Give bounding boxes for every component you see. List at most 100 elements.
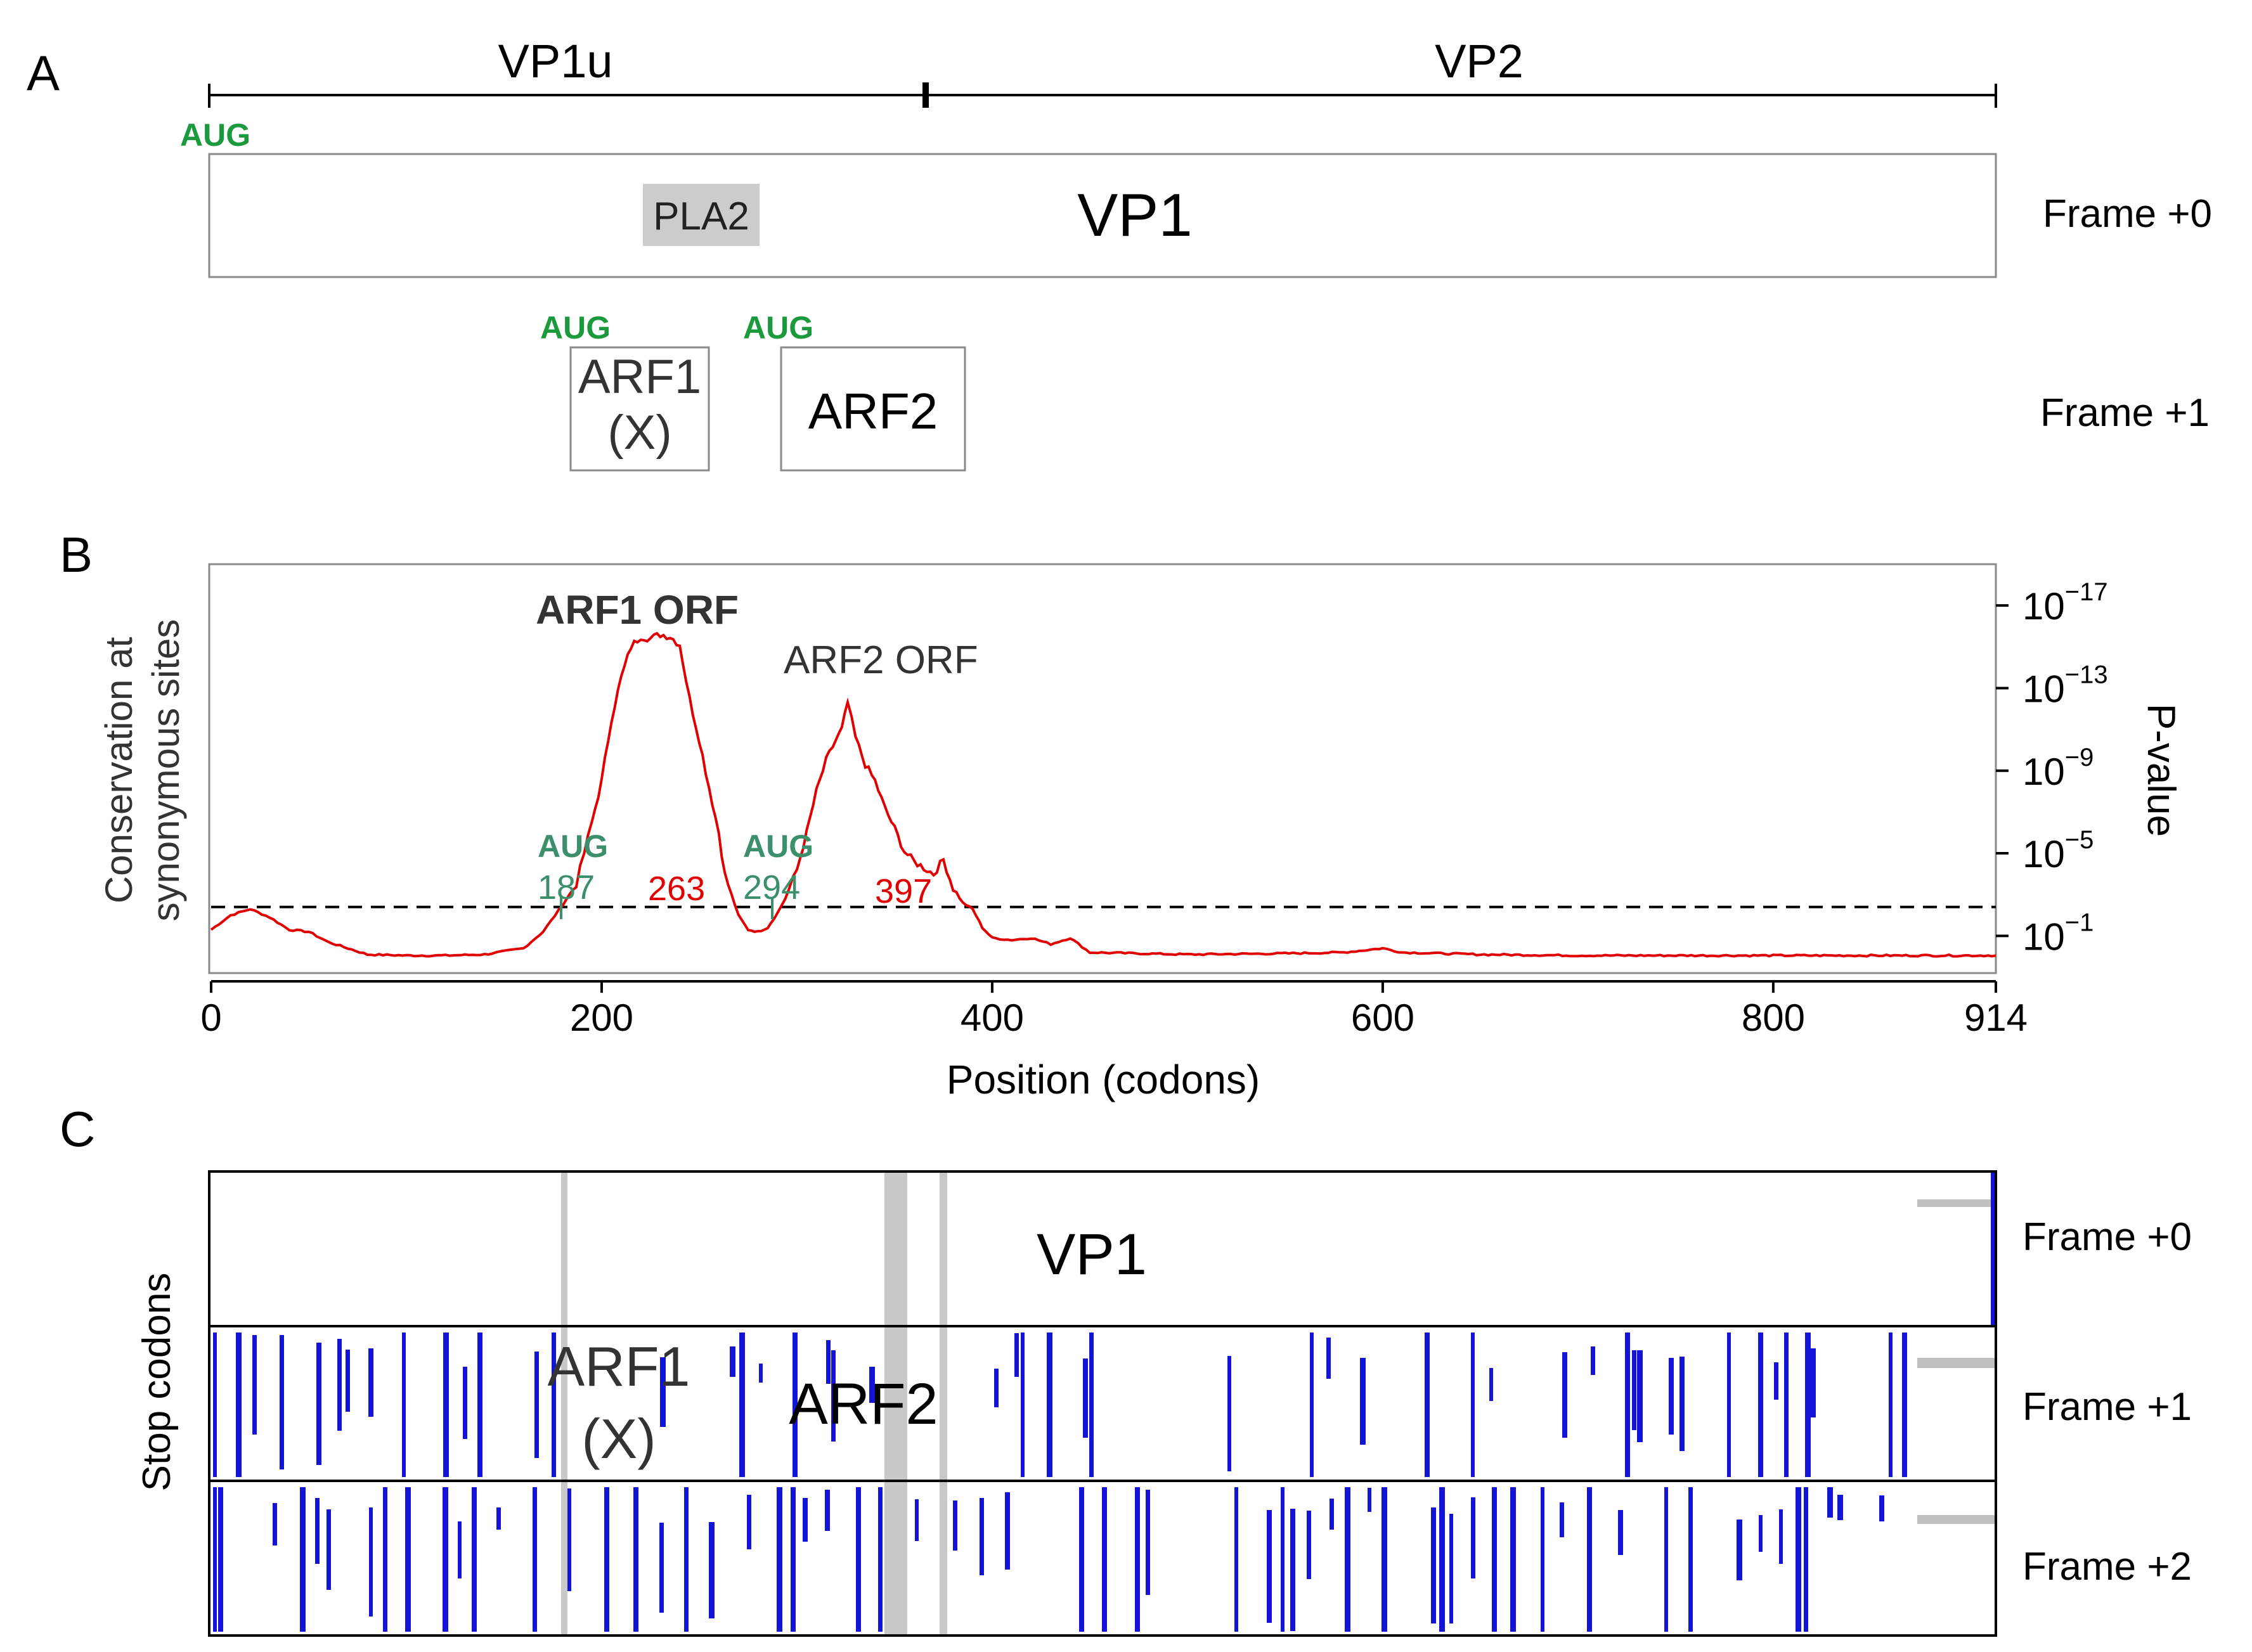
arf1-stop-position: 263 [648,870,705,908]
stop-codon-column [791,1487,796,1632]
stop-codon-column [1425,1333,1430,1477]
stop-codon-column [567,1488,571,1591]
stop-codon-column [534,1352,539,1458]
aug1-label: AUG [538,829,608,864]
stop-codon-column [869,1367,875,1403]
stop-codon-column [443,1333,449,1477]
arf1-box [569,346,710,472]
stop-codon-column [1005,1492,1010,1570]
stop-codon-column [1079,1487,1084,1632]
stop-codon-column [463,1367,467,1439]
stop-codon-column [213,1487,217,1632]
x-tick-label: 600 [1351,997,1414,1039]
x-axis-label: Position (codons) [947,1057,1260,1102]
stop-codon-column [1669,1358,1674,1435]
aug1-position: 187 [538,868,595,907]
arf2-start-codon: AUG [743,310,813,345]
arf2-stop-band [940,1171,947,1636]
stop-codon-column [1889,1333,1893,1477]
pvalue-tick-label: 10−1 [2022,908,2093,958]
stop-codon-column [1047,1333,1052,1477]
frame2-end-marker [1917,1515,1996,1524]
pla2-label: PLA2 [653,195,749,238]
stop-codon-column [1083,1358,1088,1438]
stop-codon-column [458,1521,462,1578]
stop-codon-column [1560,1502,1564,1537]
stop-codon-column [915,1499,919,1541]
stop-codon-column [1625,1333,1630,1477]
protein-ruler: VP1u VP2 [208,35,1997,108]
arf1-track-alias: (X) [581,1407,656,1470]
arf1-track-label: ARF1 [548,1335,690,1398]
stop-codon-column [684,1487,689,1632]
arf1-start-codon: AUG [540,310,611,345]
stop-codon-column [1784,1333,1789,1477]
vp1-name: VP1 [1077,181,1192,249]
stop-codon-column [1345,1487,1350,1632]
stop-codon-column [1758,1333,1763,1477]
stop-codon-column [1902,1333,1907,1477]
panel-b-label: B [60,527,93,583]
stop-codon-column [1489,1368,1493,1401]
stop-codon-column [1618,1510,1623,1555]
vp1-track-label: VP1 [1037,1222,1147,1287]
stop-codon-column [337,1339,342,1431]
stop-codon-column [213,1333,217,1477]
stop-codon-column [369,1507,373,1617]
conservation-curve [210,631,1996,958]
stop-codons-axis-label: Stop codons [135,1273,179,1492]
stop-codon-column [730,1346,735,1377]
stop-codon-column [825,1490,830,1531]
x-tick-label: 0 [200,997,221,1039]
vp1-orf-box: PLA2 VP1 [208,153,1997,278]
tracks-frame [208,1170,1997,1637]
stop-codon-column [1737,1520,1742,1580]
stop-codon-column [1330,1499,1334,1530]
plot-frame [208,563,1997,974]
stop-codon-column [1759,1515,1763,1552]
stop-codon-column [1267,1510,1272,1623]
x-tick-label: 200 [570,997,633,1039]
frame0-end-marker [1917,1199,1996,1207]
stop-codon-column [218,1487,223,1632]
arf2-orf-box: ARF2 [780,346,966,472]
stop-codon-column [747,1495,751,1549]
stop-codon-column [273,1503,277,1546]
stop-codon-column [980,1498,984,1575]
frame1-end-marker [1917,1358,1996,1368]
stop-codon-column [252,1335,257,1435]
arf1-name: ARF1 [578,350,701,404]
stop-codon-column [552,1333,556,1477]
stop-codon-column [1805,1333,1811,1477]
stop-codon-column [1431,1507,1436,1623]
ruler-vp2-boundary [922,82,929,108]
stop-codon-column [660,1357,666,1427]
stop-codon-column [1688,1487,1693,1632]
stop-codon-column [1326,1338,1331,1379]
x-tick-label: 800 [1742,997,1805,1039]
peak1-label: ARF1 ORF [536,587,739,633]
stop-codon-column [1779,1509,1783,1564]
stop-codon-column [709,1522,715,1618]
stop-codon-column [327,1509,331,1590]
stop-codon-column [1774,1362,1778,1400]
stop-codon-column [405,1487,411,1632]
panel-a-label: A [27,45,60,101]
stop-codon-column [1021,1333,1025,1477]
arf2-start-band [884,1171,907,1636]
frame-1-label-c: Frame +1 [2022,1385,2192,1429]
frame-0-label-a: Frame +0 [2043,192,2212,236]
stop-codon-column [1562,1352,1567,1438]
stop-codon-column [793,1333,798,1477]
arf2-track-label: ARF2 [789,1372,938,1436]
stop-codon-column [300,1487,306,1632]
pvalue-tick-label: 10−9 [2022,744,2093,793]
stop-codon-column [1637,1350,1643,1442]
stop-codon-tracks [213,1333,1907,1632]
x-axis: 0 200 400 600 800 914 [200,980,2028,1039]
stop-codon-column [1796,1487,1801,1632]
arf2-box [780,346,966,472]
frame-0-label-c: Frame +0 [2022,1215,2192,1259]
stop-codon-column [633,1487,638,1632]
stop-codon-column [1281,1487,1285,1632]
